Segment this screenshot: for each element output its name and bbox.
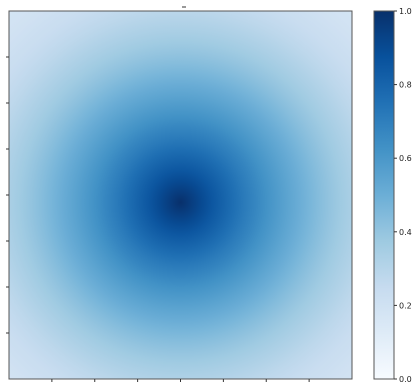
colorbar-tick-label: 0.0 <box>399 375 412 384</box>
colorbar-tick-label: 0.4 <box>399 228 412 237</box>
y-axis-ticks <box>6 56 9 334</box>
x-axis-ticks <box>51 379 310 382</box>
colorbar-tick-label: 0.2 <box>399 301 412 310</box>
colorbar <box>373 10 395 380</box>
heatmap-image <box>9 11 352 379</box>
colorbar-tick-label: 0.8 <box>399 81 412 90</box>
colorbar-ticks: 0.0 0.2 0.4 0.6 0.8 1.0 <box>394 7 412 384</box>
colorbar-tick-label: 1.0 <box>399 7 412 16</box>
colorbar-tick-label: 0.6 <box>399 154 412 163</box>
